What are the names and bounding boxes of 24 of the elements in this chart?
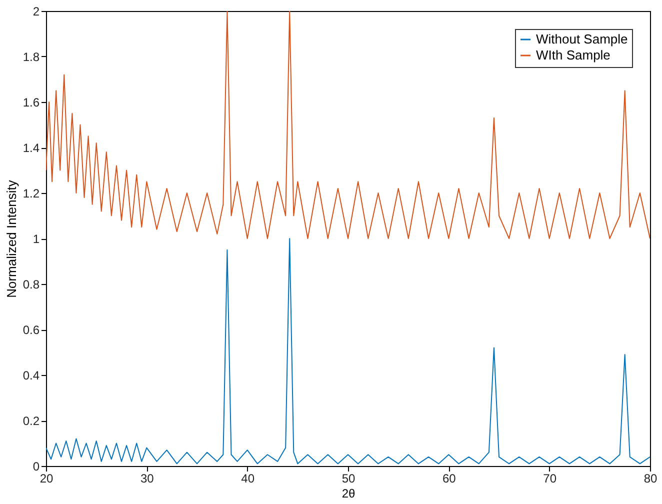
y-tick-label: 0.4 bbox=[22, 368, 40, 382]
y-tick-label: 1.6 bbox=[22, 96, 40, 110]
y-tick-label: 0 bbox=[32, 460, 40, 474]
y-tick-label: 1.8 bbox=[22, 50, 40, 64]
x-tick-label: 20 bbox=[40, 472, 54, 486]
y-tick-label: 0.8 bbox=[22, 278, 40, 292]
x-tick-label: 60 bbox=[442, 472, 456, 486]
y-tick-label: 1.4 bbox=[22, 141, 40, 155]
legend-label: WIth Sample bbox=[536, 48, 610, 62]
legend-label: Without Sample bbox=[536, 32, 628, 46]
y-tick-label: 1.2 bbox=[22, 186, 40, 200]
y-axis-title: Normalized Intensity bbox=[4, 180, 19, 298]
line-series bbox=[46, 238, 650, 464]
y-tick-label: 2 bbox=[32, 4, 40, 18]
x-tick-label: 30 bbox=[140, 472, 154, 486]
x-tick-label: 40 bbox=[241, 472, 255, 486]
x-axis-title: 2θ bbox=[342, 486, 356, 500]
y-tick-label: 1 bbox=[32, 232, 40, 246]
line-series bbox=[46, 11, 650, 239]
y-tick-label: 0.6 bbox=[22, 323, 40, 337]
y-tick-label: 0.2 bbox=[22, 414, 40, 428]
x-tick-label: 70 bbox=[543, 472, 557, 486]
x-tick-label: 50 bbox=[342, 472, 356, 486]
x-tick-label: 80 bbox=[644, 472, 658, 486]
